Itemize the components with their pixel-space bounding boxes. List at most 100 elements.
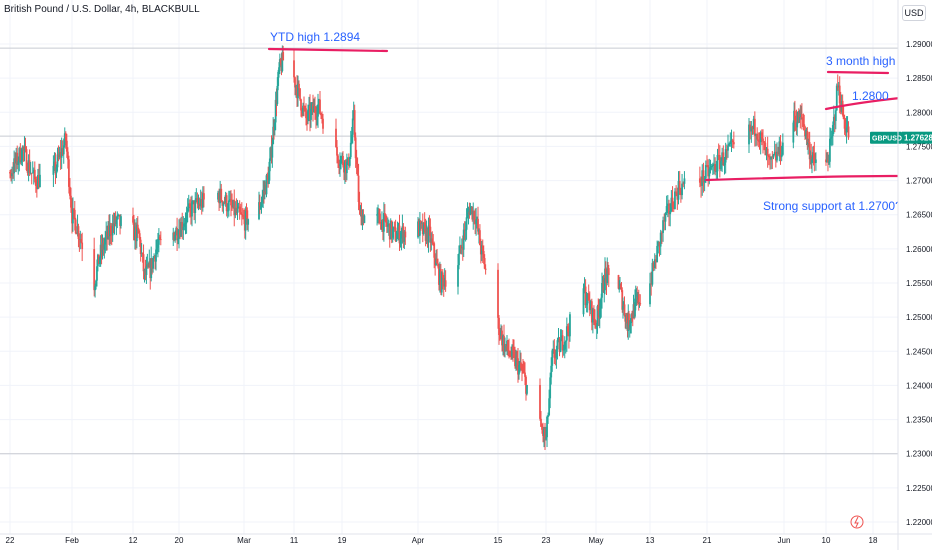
candle-body [110, 234, 113, 236]
candle-body [751, 126, 754, 130]
candle-body [93, 249, 96, 291]
candle-body [629, 323, 632, 325]
price-axis-bg [898, 0, 932, 550]
candle-body [173, 232, 176, 241]
candle-body [553, 349, 556, 358]
candle-body [462, 229, 465, 250]
candle-body [24, 147, 27, 150]
candle-body [649, 283, 651, 305]
candle-body [18, 148, 21, 162]
candle-body [419, 220, 421, 236]
candle-body [351, 118, 354, 135]
candle-body [340, 157, 342, 165]
candle-body [660, 232, 663, 234]
price-tick-label: 1.28000 [906, 108, 932, 117]
candle-body [721, 152, 724, 162]
candle-body [630, 314, 633, 324]
candle-body [796, 122, 799, 128]
candle-body [72, 208, 75, 210]
candle-body [233, 200, 236, 216]
candle-body [465, 217, 468, 230]
candle-body [183, 223, 186, 227]
candle-body [102, 242, 105, 250]
candle-body [98, 257, 101, 265]
candle-body [73, 209, 76, 220]
candle-body [182, 226, 185, 230]
candle-body [20, 160, 23, 163]
candle-body [675, 191, 678, 193]
candle-body [668, 203, 670, 215]
candle-body [99, 244, 102, 258]
candle-body [513, 350, 515, 353]
candle-body [75, 233, 78, 235]
candle-body [714, 164, 717, 172]
candle-body [195, 198, 198, 200]
candle-body [311, 104, 313, 110]
candle-body [237, 206, 240, 209]
candle-body [590, 301, 593, 323]
candle-body [539, 385, 541, 419]
candle-body [172, 232, 175, 240]
candle-body [723, 162, 726, 166]
candle-body [757, 139, 760, 141]
candle-body [438, 266, 440, 285]
candle-body [459, 245, 461, 254]
candle-body [242, 215, 244, 217]
candle-body [28, 160, 31, 174]
candle-body [152, 257, 155, 269]
currency-button[interactable]: USD [902, 5, 926, 21]
candle-body [650, 283, 653, 285]
candle-body [390, 220, 393, 238]
candle-body [475, 219, 477, 224]
candle-body [335, 128, 337, 148]
candle-body [606, 267, 609, 284]
candle-body [541, 426, 543, 430]
candle-body [802, 119, 805, 125]
candle-body [142, 254, 145, 272]
candle-body [69, 186, 71, 196]
candle-body [760, 132, 763, 139]
candle-body [78, 238, 81, 240]
candle-body [607, 267, 609, 269]
candle-body [356, 163, 359, 176]
candle-body [480, 245, 483, 255]
candle-body [710, 166, 713, 168]
candle-body [772, 154, 775, 158]
candle-body [59, 152, 62, 158]
candle-body [637, 293, 640, 305]
candle-body [137, 228, 140, 234]
candle-body [443, 280, 446, 287]
candle-body [143, 269, 146, 272]
time-tick-label: Jun [778, 536, 791, 545]
candle-body [240, 214, 243, 216]
candle-body [157, 244, 159, 248]
candle-body [589, 301, 592, 311]
candle-body [53, 161, 56, 166]
candle-body [279, 59, 282, 64]
candle-body [68, 159, 70, 187]
candle-body [315, 113, 317, 118]
time-tick-label: 18 [869, 536, 878, 545]
candle-body [381, 219, 383, 230]
reference-lines [0, 47, 898, 455]
candle-body [843, 119, 846, 129]
lightning-icon[interactable] [850, 515, 864, 529]
candle-body [66, 151, 69, 160]
candle-body [401, 226, 404, 233]
candle-body [429, 226, 432, 243]
candle-body [669, 211, 672, 215]
candle-body [829, 137, 832, 139]
candle-body [825, 159, 827, 163]
candle-body [780, 154, 783, 158]
candle-body [769, 157, 771, 160]
candle-body [839, 103, 842, 112]
candle-body [136, 224, 139, 229]
candle-body [628, 324, 631, 328]
candle-body [105, 231, 108, 239]
candle-body [196, 198, 199, 204]
candles [9, 45, 850, 451]
candle-body [316, 116, 318, 118]
candle-body [524, 372, 526, 377]
